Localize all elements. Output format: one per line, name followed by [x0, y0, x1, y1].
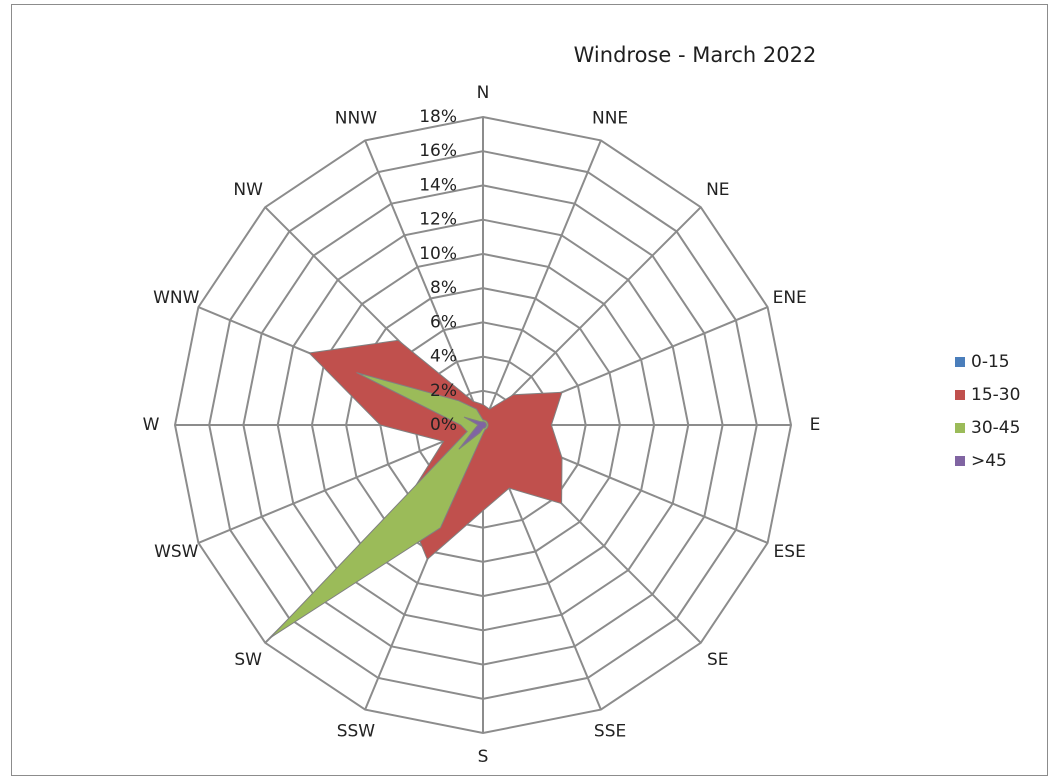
grid-spoke: [482, 206, 702, 426]
direction-label-ese: ESE: [774, 542, 806, 562]
tick-label: 14%: [419, 175, 457, 195]
direction-label-w: W: [143, 415, 160, 435]
tick-label: 18%: [419, 107, 457, 127]
tick-label: 12%: [419, 210, 457, 230]
legend-item: 0-15: [955, 345, 1020, 378]
legend-swatch: [955, 455, 965, 466]
direction-label-wsw: WSW: [154, 542, 199, 562]
tick-label: 6%: [430, 312, 457, 332]
direction-label-e: E: [810, 415, 821, 435]
tick-label: 2%: [430, 381, 457, 401]
tick-label: 10%: [419, 244, 457, 264]
direction-label-wnw: WNW: [153, 288, 200, 308]
direction-label-ssw: SSW: [337, 722, 376, 742]
direction-label-se: SE: [707, 650, 729, 670]
legend-swatch: [955, 422, 965, 433]
tick-label: 4%: [430, 347, 457, 367]
legend-label: 30-45: [971, 417, 1021, 438]
chart-frame: [11, 4, 1048, 776]
radar-labels: N NNE NE ENE E ESE SE SSE S SSW SW WSW W WNW NW NNW 0% 2%…: [143, 83, 821, 767]
direction-label-sse: SSE: [594, 722, 626, 742]
grid-spoke: [364, 140, 484, 426]
legend-item: 15-30: [955, 378, 1020, 411]
direction-label-ne: NE: [706, 180, 729, 200]
grid-spoke: [482, 140, 602, 426]
direction-label-nnw: NNW: [335, 108, 377, 128]
tick-label: 8%: [430, 278, 457, 298]
series-30-45: [269, 372, 489, 639]
legend-label: >45: [971, 450, 1007, 471]
direction-label-ene: ENE: [773, 288, 807, 308]
series->45: [458, 416, 487, 450]
direction-label-s: S: [478, 747, 489, 767]
tick-label: 0%: [430, 415, 457, 435]
legend-label: 0-15: [971, 351, 1010, 372]
tick-label: 16%: [419, 141, 457, 161]
legend-swatch: [955, 389, 965, 400]
radar-series: [269, 339, 563, 639]
legend-item: >45: [955, 444, 1020, 477]
direction-label-nne: NNE: [592, 108, 628, 128]
legend-label: 15-30: [971, 384, 1021, 405]
chart-legend: 0-15 15-30 30-45 >45: [955, 345, 1020, 477]
legend-item: 30-45: [955, 411, 1020, 444]
direction-label-nw: NW: [233, 180, 263, 200]
direction-label-sw: SW: [234, 650, 262, 670]
legend-swatch: [955, 356, 965, 367]
grid-spoke: [198, 424, 484, 544]
chart-title: Windrose - March 2022: [573, 43, 817, 67]
direction-label-n: N: [477, 83, 490, 103]
series-15-30: [308, 339, 563, 561]
